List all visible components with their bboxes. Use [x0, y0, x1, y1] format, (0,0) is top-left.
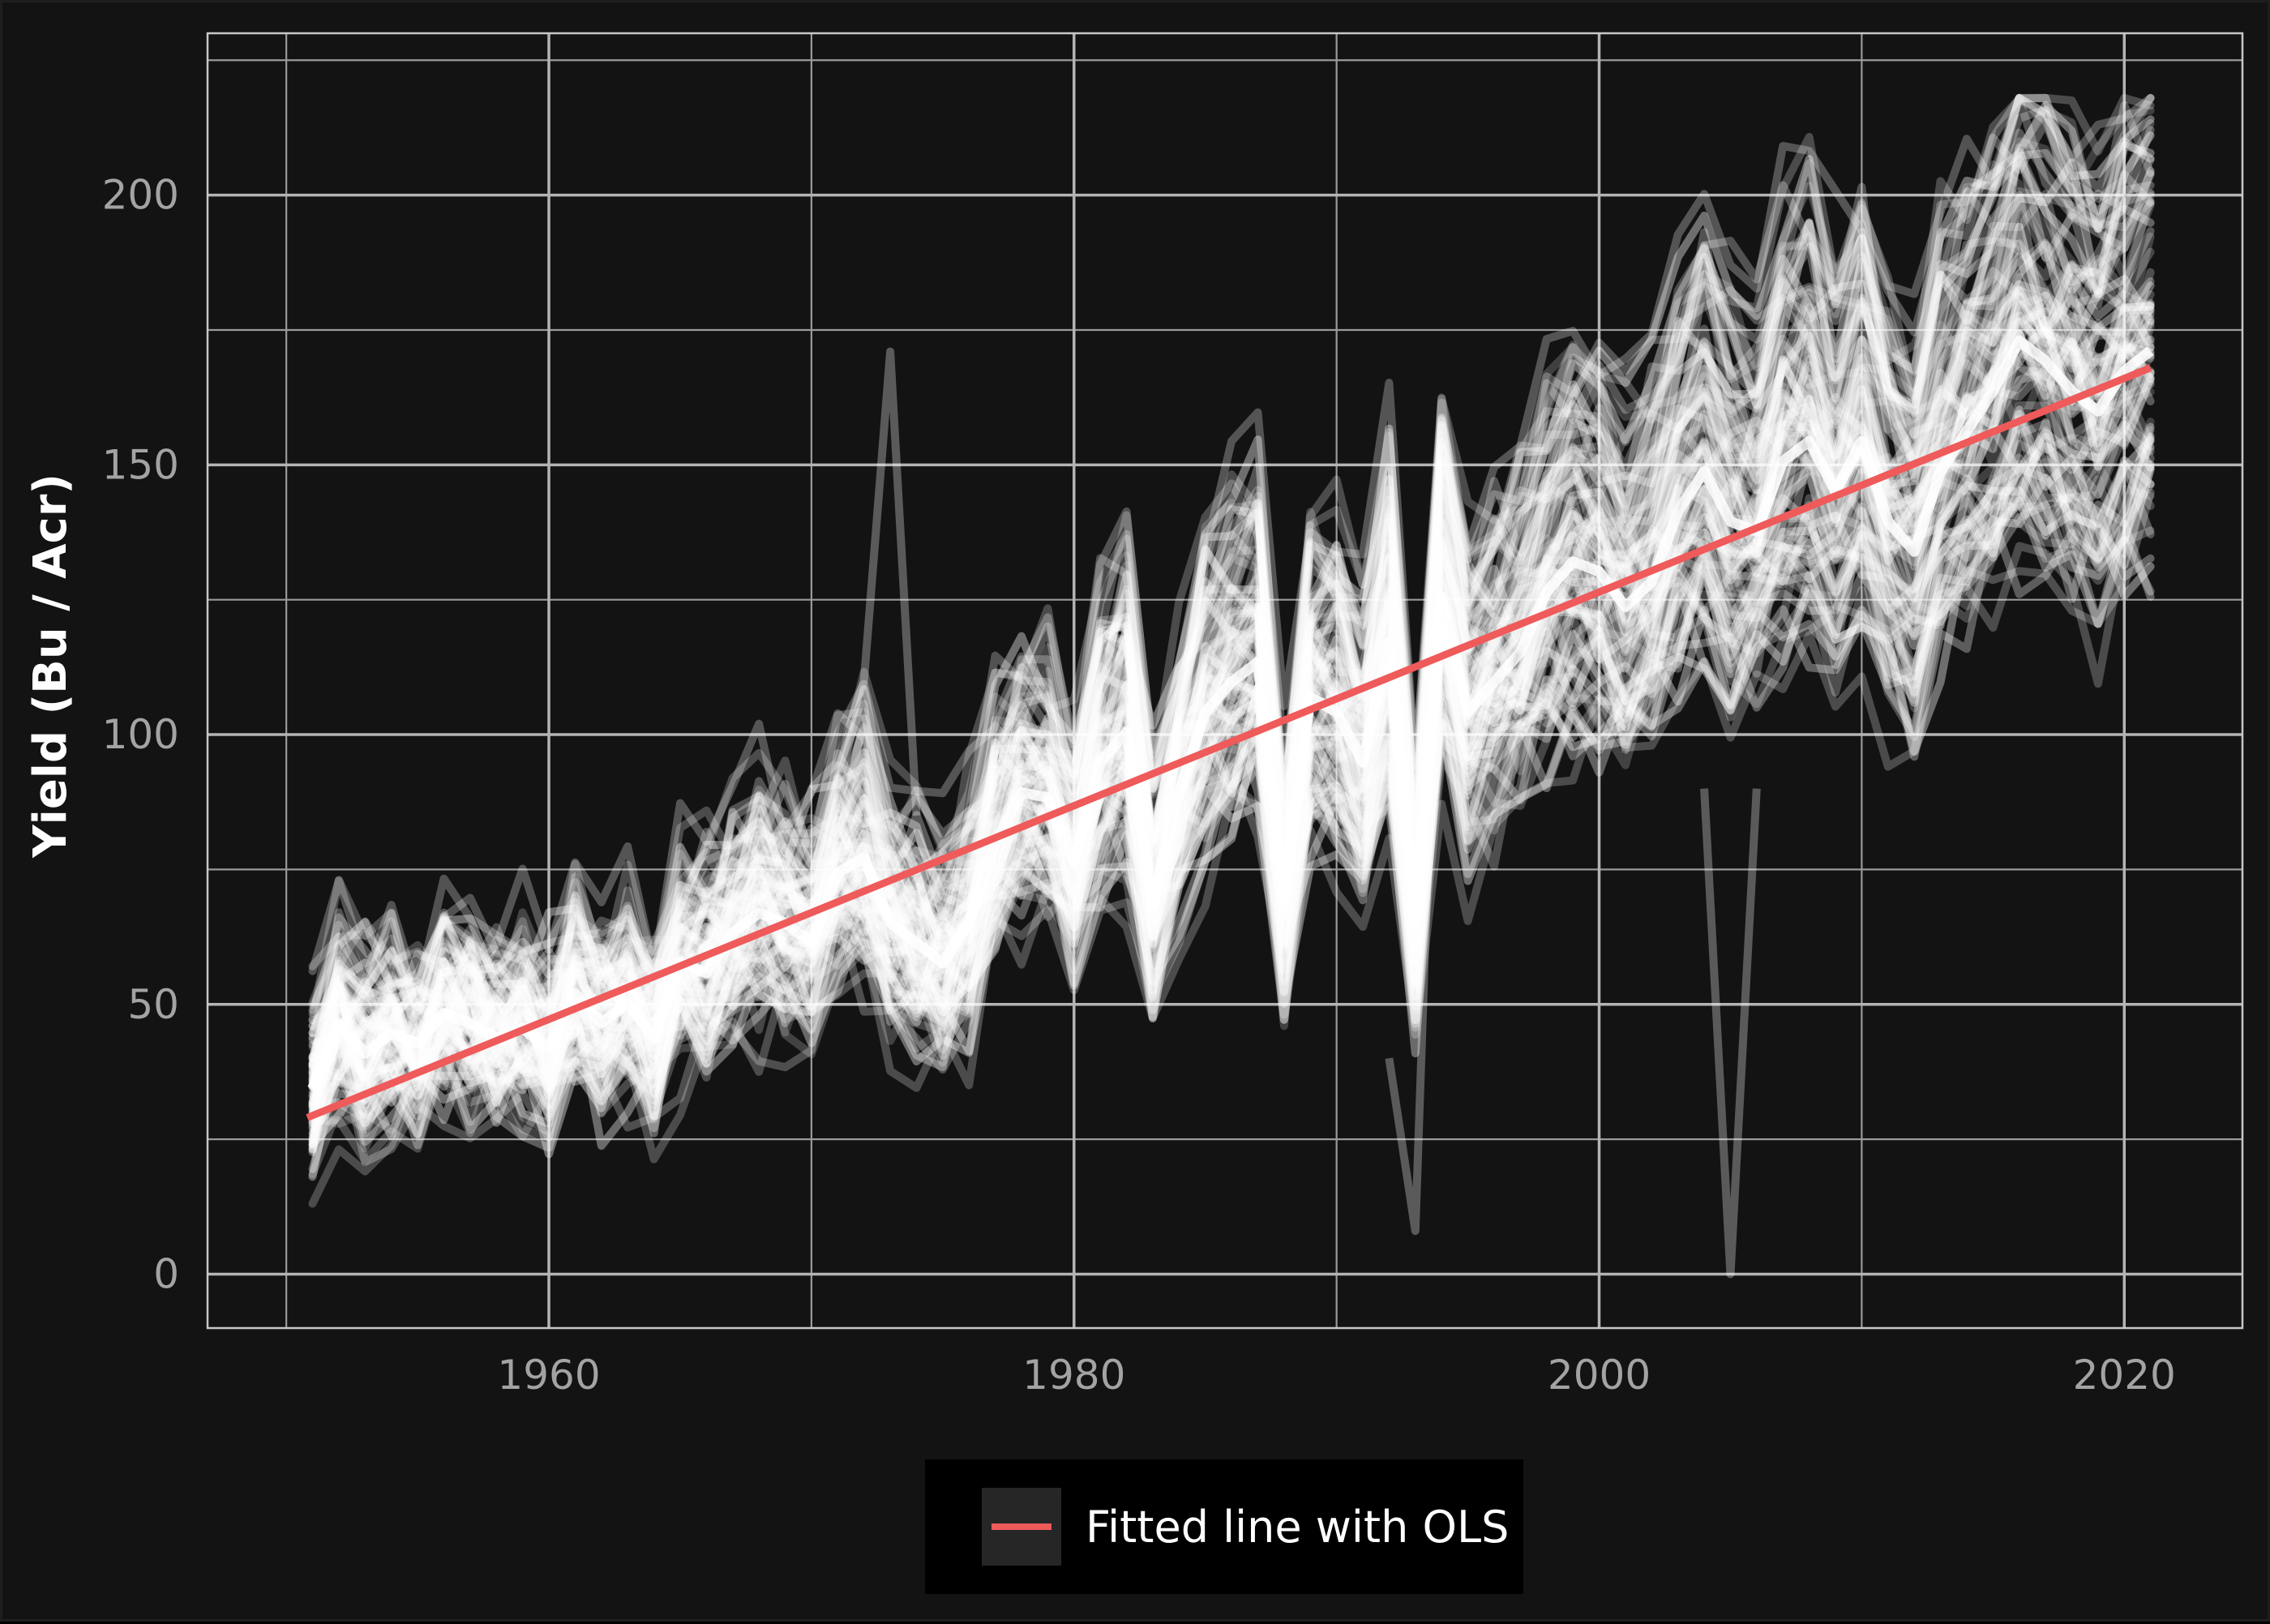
y-tick-labels: 0 50 100 150 200 [102, 172, 179, 1298]
series-line [308, 101, 2155, 1108]
series-line [308, 526, 2155, 1208]
series-layer [307, 93, 2155, 1279]
y-tick-label: 0 [153, 1250, 179, 1297]
series-line [308, 432, 2155, 1154]
series-line [308, 401, 2155, 1116]
series-line [308, 232, 2155, 1111]
fit-layer [306, 364, 2152, 1121]
series-line [308, 106, 2155, 1022]
series-line [308, 273, 2155, 1082]
series-line [308, 222, 2155, 1113]
series-line [308, 141, 2155, 1091]
series-line [308, 93, 2155, 1069]
series-line [308, 223, 2155, 1110]
series-line [308, 514, 2155, 1152]
series-line [308, 148, 2155, 1083]
series-line [308, 366, 2155, 1129]
series-line [308, 281, 2155, 1122]
series-line [308, 486, 2155, 1159]
plot-border [206, 32, 2244, 1330]
series-line [308, 461, 2155, 1152]
series-line [308, 93, 2155, 1111]
series-line [308, 420, 2155, 1118]
series-line [308, 418, 2155, 1142]
series-line [307, 335, 2154, 1091]
legend-label: Fitted line with OLS [1086, 1502, 1509, 1553]
series-line [308, 373, 2155, 1141]
y-axis-title: Yield (Bu / Acr) [24, 473, 77, 859]
fitted-line [306, 364, 2152, 1121]
series-line [308, 488, 2155, 1167]
series-line [308, 313, 2155, 1071]
grid-minor [208, 33, 2242, 1328]
series-line [308, 200, 2155, 1037]
series-line [308, 431, 2155, 1179]
series-line [808, 347, 921, 816]
x-tick-labels: 1960 1980 2000 2020 [497, 1352, 2175, 1399]
series-line [308, 143, 2155, 1062]
series-line [308, 131, 2155, 1073]
series-line [308, 465, 2155, 1181]
series-line [308, 197, 2155, 1085]
x-tick-label: 1980 [1022, 1352, 1125, 1399]
series-line [308, 126, 2155, 1069]
series-line [308, 370, 2155, 1109]
x-tick-label: 2000 [1548, 1352, 1651, 1399]
y-tick-label: 150 [102, 441, 179, 488]
series-line [308, 252, 2155, 1075]
x-tick-label: 2020 [2073, 1352, 2176, 1399]
series-line [308, 118, 2155, 1029]
series-line [308, 475, 2155, 1156]
y-tick-label: 200 [102, 172, 179, 219]
series-line [308, 93, 2155, 999]
series-line [308, 349, 2155, 1150]
series-line [308, 307, 2155, 1155]
series-line [308, 432, 2155, 1095]
series-line [308, 263, 2155, 1104]
series-line [308, 291, 2155, 1110]
series-line [1700, 788, 1761, 1279]
series-line [308, 496, 2155, 1173]
series-line [308, 93, 2155, 1091]
series-line [1385, 465, 1446, 1236]
plot-panel [208, 33, 2242, 1328]
series-line [308, 128, 2155, 1107]
series-line [308, 418, 2155, 1138]
series-line [308, 170, 2155, 1102]
grid-major [208, 33, 2242, 1328]
series-line [308, 291, 2155, 1073]
series-line [308, 160, 2155, 1110]
series-line [308, 240, 2155, 1091]
series-line [308, 169, 2155, 1072]
series-line [308, 306, 2155, 1062]
y-tick-label: 100 [102, 711, 179, 758]
series-line [308, 93, 2155, 1024]
series-line [308, 460, 2155, 1153]
series-line [308, 189, 2155, 1085]
x-tick-label: 1960 [497, 1352, 600, 1399]
legend: Fitted line with OLS [925, 1459, 1523, 1594]
series-line [308, 302, 2155, 1150]
series-line [308, 453, 2155, 1144]
series-line [308, 93, 2155, 1063]
y-tick-label: 50 [127, 981, 179, 1028]
series-line [308, 457, 2155, 1138]
series-line [308, 409, 2155, 1165]
series-line [308, 93, 2155, 1045]
series-line [308, 191, 2155, 1063]
